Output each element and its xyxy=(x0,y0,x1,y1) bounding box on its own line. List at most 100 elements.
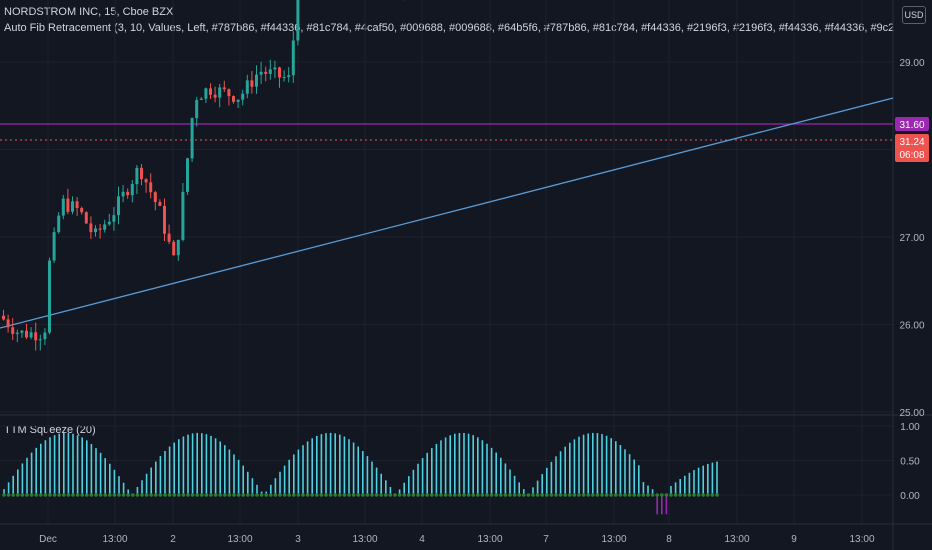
squeeze-dot xyxy=(333,493,338,497)
candle-body xyxy=(167,233,171,242)
time-axis: Dec 13:00 2 13:00 3 13:00 4 13:00 7 13:00 8 13:00 9 1… xyxy=(39,534,875,545)
squeeze-dot xyxy=(52,493,57,497)
squeeze-dot xyxy=(664,493,669,497)
squeeze-dot xyxy=(158,493,163,497)
squeeze-dot xyxy=(29,493,34,497)
countdown-text: 06:08 xyxy=(899,150,924,161)
squeeze-dot xyxy=(646,493,650,497)
candle-body xyxy=(84,212,88,224)
squeeze-dot xyxy=(112,493,117,497)
squeeze-dot xyxy=(632,493,636,497)
squeeze-dot xyxy=(563,493,567,497)
squeeze-dot xyxy=(397,493,402,497)
squeeze-dot xyxy=(351,493,356,497)
squeeze-dot xyxy=(144,493,149,497)
squeeze-dot xyxy=(374,493,379,497)
candle-body xyxy=(11,327,15,334)
squeeze-dot xyxy=(62,493,66,497)
candle-body xyxy=(29,332,33,338)
candle-body xyxy=(43,332,47,340)
squeeze-dot xyxy=(71,493,75,497)
squeeze-dot xyxy=(476,493,480,497)
squeeze-dot xyxy=(678,493,682,497)
squeeze-dot xyxy=(75,493,80,497)
ttm-squeeze-label[interactable]: TTM Squeeze (20) xyxy=(4,424,96,436)
candle-body xyxy=(213,94,217,98)
squeeze-dot xyxy=(154,493,158,497)
squeeze-dot xyxy=(25,493,29,497)
candle-body xyxy=(195,99,199,119)
osc-axis: 1.00 0.50 0.00 xyxy=(900,422,920,502)
chart-title: NORDSTROM INC, 15, Cboe BZX xyxy=(4,6,174,18)
candle-body xyxy=(126,191,130,196)
candle-body xyxy=(20,330,24,333)
candle-body xyxy=(15,332,19,334)
candle-body xyxy=(227,89,231,97)
price-badge-purple xyxy=(895,117,929,131)
price-axis: 33.0032.0031.0030.0029.0028.0027.0026.00… xyxy=(899,58,924,419)
squeeze-dot xyxy=(581,493,586,497)
squeeze-dot xyxy=(623,493,627,497)
squeeze-dot xyxy=(517,493,521,497)
squeeze-dot xyxy=(554,493,558,497)
squeeze-dot xyxy=(6,493,11,497)
candle-body xyxy=(278,67,281,78)
squeeze-dot xyxy=(172,493,176,497)
squeeze-dot xyxy=(131,493,135,497)
squeeze-dot xyxy=(126,493,130,497)
currency-button[interactable]: USD xyxy=(902,6,926,24)
candle-body xyxy=(149,182,153,193)
squeeze-dot xyxy=(508,493,512,497)
candle-body xyxy=(241,93,245,100)
squeeze-dot xyxy=(443,493,448,497)
candle-body xyxy=(176,239,180,256)
squeeze-dot xyxy=(319,493,324,497)
squeeze-dot xyxy=(485,493,489,497)
squeeze-dot xyxy=(466,493,471,497)
ttm-squeeze-histogram xyxy=(3,432,718,515)
candle-body xyxy=(199,98,203,100)
squeeze-dot xyxy=(241,493,245,497)
squeeze-dot xyxy=(604,493,609,497)
price-badge-purple-text: 31.60 xyxy=(899,120,924,131)
candle-body xyxy=(71,201,74,212)
candle-body xyxy=(268,69,272,74)
squeeze-dot xyxy=(227,493,232,497)
candle-body xyxy=(287,75,291,78)
indicator-legend[interactable]: Auto Fib Retracement (3, 10, Values, Lef… xyxy=(4,22,894,34)
candle-body xyxy=(222,87,226,90)
time-tick-label: 3 xyxy=(295,534,301,545)
squeeze-dot xyxy=(121,493,126,497)
osc-tick-label: 1.00 xyxy=(900,422,920,433)
time-tick-label: 7 xyxy=(543,534,549,545)
time-tick-label: 4 xyxy=(419,534,425,545)
time-tick-label: 8 xyxy=(666,534,672,545)
squeeze-dot xyxy=(591,493,595,497)
squeeze-dot xyxy=(531,493,535,497)
squeeze-dot xyxy=(411,493,416,497)
squeeze-dot xyxy=(85,493,89,497)
squeeze-dot xyxy=(186,493,190,497)
squeeze-dot xyxy=(595,493,600,497)
squeeze-dot xyxy=(135,493,140,497)
squeeze-dot xyxy=(370,493,374,497)
squeeze-dot xyxy=(494,493,499,497)
osc-tick-label: 0.50 xyxy=(900,457,920,468)
squeeze-dot xyxy=(200,493,204,497)
squeeze-dot xyxy=(305,493,310,497)
squeeze-dot xyxy=(457,493,462,497)
squeeze-dot xyxy=(420,493,425,497)
squeeze-dot xyxy=(558,493,563,497)
squeeze-dot xyxy=(549,493,554,497)
squeeze-dot xyxy=(246,493,250,497)
squeeze-dot xyxy=(269,493,273,497)
squeeze-dot xyxy=(209,493,213,497)
squeeze-dot xyxy=(190,493,195,497)
squeeze-dot xyxy=(384,493,388,497)
time-tick-label: 13:00 xyxy=(724,534,749,545)
candle-body xyxy=(250,80,254,87)
squeeze-dot xyxy=(586,493,590,497)
time-tick-label: 13:00 xyxy=(849,534,874,545)
squeeze-dot xyxy=(609,493,613,497)
